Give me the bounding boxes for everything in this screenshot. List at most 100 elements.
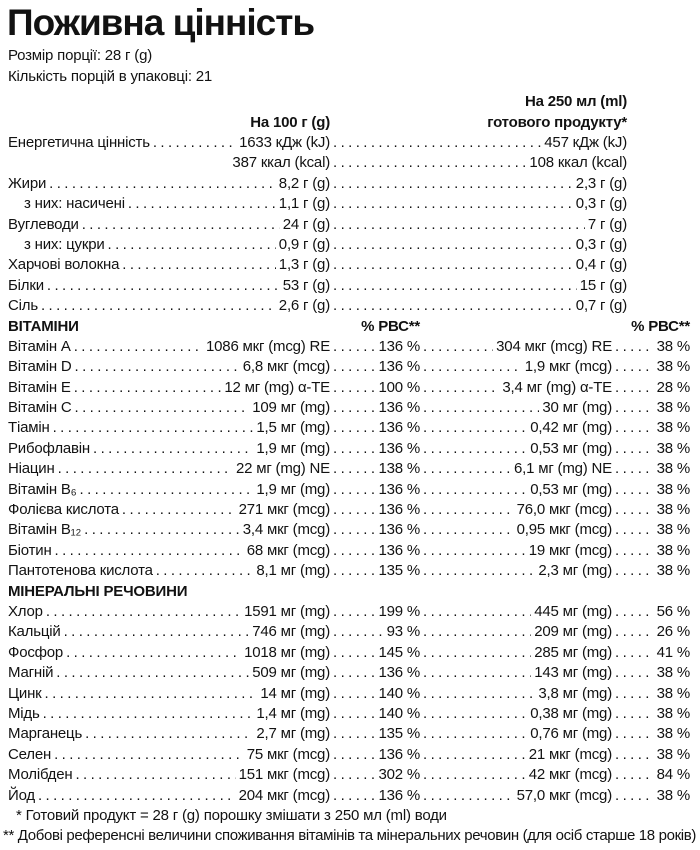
dot-leader — [330, 602, 375, 622]
table-row: Пантотенова кислота 8,1 мг (mg) 135 % 2,… — [8, 561, 690, 581]
dot-leader — [420, 459, 511, 479]
dot-leader — [612, 418, 654, 438]
value-per-250ml: 457 кДж (kJ) — [544, 134, 627, 151]
dot-leader — [420, 561, 535, 581]
table-row: Вітамін C 109 мг (mg) 136 % 30 мг (mg) 3… — [8, 398, 690, 418]
dot-leader — [72, 398, 250, 418]
dot-leader — [119, 255, 276, 275]
value-per-100g: 1,5 мг (mg) — [256, 419, 330, 437]
dot-leader — [420, 745, 526, 765]
dot-leader — [72, 357, 240, 377]
nutrient-name: Вітамін C — [8, 399, 72, 417]
col-header-per-250ml-line2: готового продукту* — [487, 113, 627, 131]
nutrient-name: Білки — [8, 276, 44, 294]
vitamins-heading: ВІТАМІНИ — [8, 317, 79, 335]
nutrient-name: з них: цукри — [24, 235, 105, 253]
nutrient-name: Жири — [8, 174, 47, 192]
dot-leader — [55, 459, 233, 479]
nutrient-name: Хлор — [8, 602, 43, 620]
col-header-per-250ml-line1: На 250 мл (ml) — [524, 93, 627, 110]
dot-leader — [330, 276, 577, 296]
value-per-250ml: 6,1 мг (mg) NE — [513, 460, 612, 478]
pct-rda-per-250ml: 38 % — [656, 745, 691, 763]
value-per-250ml: 0,76 мг (mg) — [530, 725, 612, 743]
dot-leader — [330, 153, 526, 173]
dot-leader — [330, 255, 573, 275]
value-per-250ml: 42 мкг (mcg) — [528, 766, 612, 784]
nutrient-name: Біотин — [8, 541, 52, 559]
value-per-100g: 0,9 г (g) — [278, 235, 330, 253]
dot-leader — [330, 439, 375, 459]
minerals-table: Хлор 1591 мг (mg) 199 % 445 мг (mg) 56 %… — [8, 602, 690, 806]
dot-leader — [40, 704, 254, 724]
table-row: з них: насичені 1,1 г (g) 0,3 г (g) — [8, 194, 690, 214]
table-row: Вуглеводи 24 г (g) 7 г (g) — [8, 215, 690, 235]
dot-leader — [330, 500, 375, 520]
dot-leader — [63, 643, 241, 663]
dot-leader — [79, 215, 280, 235]
nutrient-name: з них: насичені — [24, 195, 125, 213]
value-per-250ml: 3,8 мг (mg) — [538, 684, 612, 702]
nutrient-name: Сіль — [8, 297, 38, 315]
dot-leader — [44, 276, 280, 296]
value-per-250ml: 0,95 мкг (mcg) — [516, 521, 613, 539]
nutrient-name: Ніацин — [8, 460, 55, 478]
dot-leader — [612, 459, 654, 479]
pct-rda-per-100g: 199 % — [378, 602, 420, 620]
value-per-250ml: 0,53 мг (mg) — [530, 480, 612, 498]
value-per-250ml: 108 ккал (kcal) — [529, 154, 627, 172]
value-per-100g: 387 ккал (kcal) — [232, 154, 330, 172]
value-per-100g: 3,4 мкг (mcg) — [242, 521, 330, 539]
pct-rda-per-100g: 145 % — [378, 643, 420, 661]
pct-rda-per-250ml: 38 % — [656, 562, 691, 580]
dot-leader — [81, 520, 240, 540]
value-per-250ml: 3,4 мг (mg) α-TE — [502, 378, 612, 396]
pct-rda-header-col1: % РВС** — [361, 317, 420, 335]
pct-rda-per-250ml: 38 % — [656, 439, 691, 457]
value-per-100g: 271 мкг (mcg) — [238, 501, 331, 519]
dot-leader — [420, 765, 526, 785]
nutrient-name: Марганець — [8, 725, 83, 743]
value-per-100g: 8,2 г (g) — [278, 174, 330, 192]
dot-leader — [420, 622, 531, 642]
table-row: Вітамін E 12 мг (mg) α-TE 100 % 3,4 мг (… — [8, 378, 690, 398]
dot-leader — [612, 520, 654, 540]
dot-leader — [119, 500, 236, 520]
pct-rda-per-250ml: 38 % — [656, 541, 691, 559]
column-headers: На 250 мл (ml) На 100 г (g) готового про… — [8, 92, 690, 133]
dot-leader — [612, 622, 654, 642]
pct-rda-per-250ml: 38 % — [656, 419, 691, 437]
dot-leader — [612, 480, 654, 500]
value-per-250ml: 0,4 г (g) — [575, 256, 627, 274]
value-per-250ml: 0,42 мг (mg) — [530, 419, 612, 437]
dot-leader — [105, 235, 276, 255]
dot-leader — [35, 786, 236, 806]
dot-leader — [612, 337, 654, 357]
pct-rda-per-100g: 136 % — [378, 337, 420, 355]
value-per-100g: 1,9 мг (mg) — [256, 439, 330, 457]
nutrient-name: Вітамін B₆ — [8, 480, 77, 498]
table-row: Фосфор 1018 мг (mg) 145 % 285 мг (mg) 41… — [8, 643, 690, 663]
dot-leader — [330, 337, 375, 357]
nutrient-name: Селен — [8, 745, 52, 763]
pct-rda-per-100g: 136 % — [378, 501, 420, 519]
value-per-100g: 109 мг (mg) — [252, 399, 330, 417]
dot-leader — [330, 684, 375, 704]
dot-leader — [612, 765, 654, 785]
table-row: Рибофлавін 1,9 мг (mg) 136 % 0,53 мг (mg… — [8, 439, 690, 459]
value-per-250ml: 304 мкг (mcg) RE — [496, 337, 612, 355]
dot-leader — [612, 357, 654, 377]
nutrient-name: Мідь — [8, 704, 40, 722]
value-per-100g: 151 мкг (mcg) — [238, 766, 331, 784]
dot-leader — [612, 500, 654, 520]
value-per-100g: 1,4 мг (mg) — [256, 704, 330, 722]
dot-leader — [72, 765, 235, 785]
value-per-100g: 1591 мг (mg) — [244, 602, 330, 620]
table-row: Жири 8,2 г (g) 2,3 г (g) — [8, 174, 690, 194]
value-per-250ml: 445 мг (mg) — [534, 602, 612, 620]
pct-rda-per-250ml: 41 % — [656, 643, 691, 661]
pct-rda-per-100g: 136 % — [378, 541, 420, 559]
pct-rda-per-250ml: 38 % — [656, 399, 691, 417]
pct-rda-per-100g: 136 % — [378, 399, 420, 417]
pct-rda-per-250ml: 38 % — [656, 786, 691, 804]
